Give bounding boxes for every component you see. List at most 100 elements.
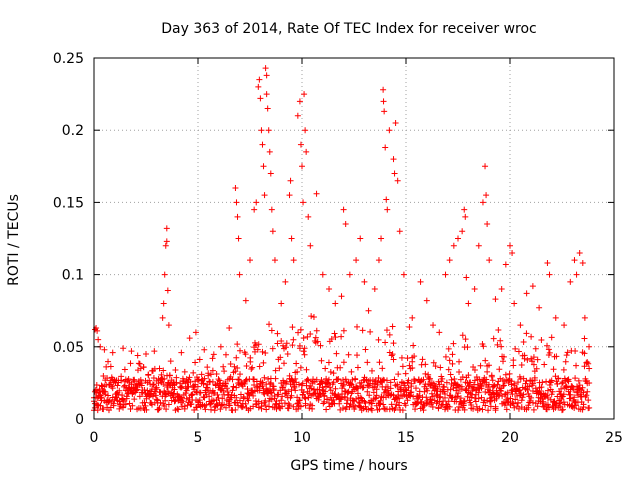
data-point	[198, 371, 205, 378]
data-point	[294, 394, 301, 401]
data-point	[159, 314, 166, 321]
data-point	[233, 354, 240, 361]
data-point	[484, 368, 491, 375]
x-tick-label: 0	[90, 430, 99, 446]
data-point	[347, 401, 354, 408]
data-point	[380, 401, 387, 408]
data-point	[496, 392, 503, 399]
data-point	[549, 388, 556, 395]
data-point	[131, 396, 138, 403]
data-point	[183, 395, 190, 402]
data-point	[323, 406, 330, 413]
data-point	[474, 381, 481, 388]
data-point	[187, 378, 194, 385]
data-point	[505, 398, 512, 405]
data-point	[215, 376, 222, 383]
data-point	[447, 371, 454, 378]
data-point	[449, 351, 456, 358]
data-point	[217, 343, 224, 350]
data-point	[562, 358, 569, 365]
data-point	[409, 358, 416, 365]
data-point	[541, 361, 548, 368]
data-point	[455, 407, 462, 414]
data-point	[259, 348, 266, 355]
data-point	[583, 392, 590, 399]
data-point	[256, 363, 263, 370]
data-point	[347, 380, 354, 387]
data-point	[364, 359, 371, 366]
data-point	[107, 363, 114, 370]
data-point	[217, 406, 224, 413]
data-point	[370, 389, 377, 396]
data-point	[308, 313, 315, 320]
data-point	[317, 391, 324, 398]
data-point	[485, 362, 492, 369]
data-point	[163, 225, 170, 232]
data-point	[281, 360, 288, 367]
data-point	[362, 346, 369, 353]
data-point	[321, 393, 328, 400]
data-point	[511, 300, 518, 307]
data-point	[232, 368, 239, 375]
data-point	[255, 404, 262, 411]
data-point	[399, 363, 406, 370]
data-point	[175, 406, 182, 413]
data-point	[162, 242, 169, 249]
data-point	[436, 381, 443, 388]
data-point	[512, 396, 519, 403]
data-point	[387, 385, 394, 392]
data-point	[194, 383, 201, 390]
data-point	[181, 368, 188, 375]
data-point	[377, 397, 384, 404]
data-point	[525, 390, 532, 397]
data-point	[503, 406, 510, 413]
data-point	[544, 342, 551, 349]
data-point	[278, 300, 285, 307]
data-point	[462, 213, 469, 220]
data-point	[160, 380, 167, 387]
data-point	[252, 342, 259, 349]
data-point	[491, 382, 498, 389]
data-point	[290, 336, 297, 343]
data-point	[309, 380, 316, 387]
data-point	[109, 385, 116, 392]
data-point	[586, 343, 593, 350]
data-point	[229, 376, 236, 383]
data-point	[482, 357, 489, 364]
data-point	[281, 387, 288, 394]
data-point	[458, 383, 465, 390]
data-point	[136, 360, 143, 367]
axis-ticks	[93, 57, 615, 420]
data-point	[446, 357, 453, 364]
data-point	[213, 401, 220, 408]
data-point	[234, 213, 241, 220]
data-point	[371, 286, 378, 293]
data-point	[456, 368, 463, 375]
data-point	[98, 382, 105, 389]
data-point	[559, 407, 565, 414]
data-point	[461, 206, 468, 213]
data-point	[143, 351, 149, 358]
data-point	[515, 379, 522, 386]
data-point	[302, 127, 309, 134]
data-point	[163, 391, 170, 398]
data-point	[210, 351, 217, 358]
data-point	[450, 340, 457, 347]
data-point	[196, 397, 203, 404]
data-point	[128, 348, 135, 355]
data-point	[546, 271, 553, 278]
data-point	[121, 366, 128, 373]
data-point	[563, 384, 570, 391]
data-point	[241, 380, 248, 387]
data-point	[536, 304, 543, 311]
data-point	[454, 393, 461, 400]
data-point	[445, 345, 452, 352]
data-point	[161, 375, 168, 382]
data-point	[556, 400, 563, 407]
data-point	[166, 372, 173, 379]
data-point	[272, 375, 279, 382]
data-point	[450, 242, 457, 249]
data-point	[423, 400, 430, 407]
data-point	[572, 375, 579, 382]
data-point	[100, 372, 107, 379]
